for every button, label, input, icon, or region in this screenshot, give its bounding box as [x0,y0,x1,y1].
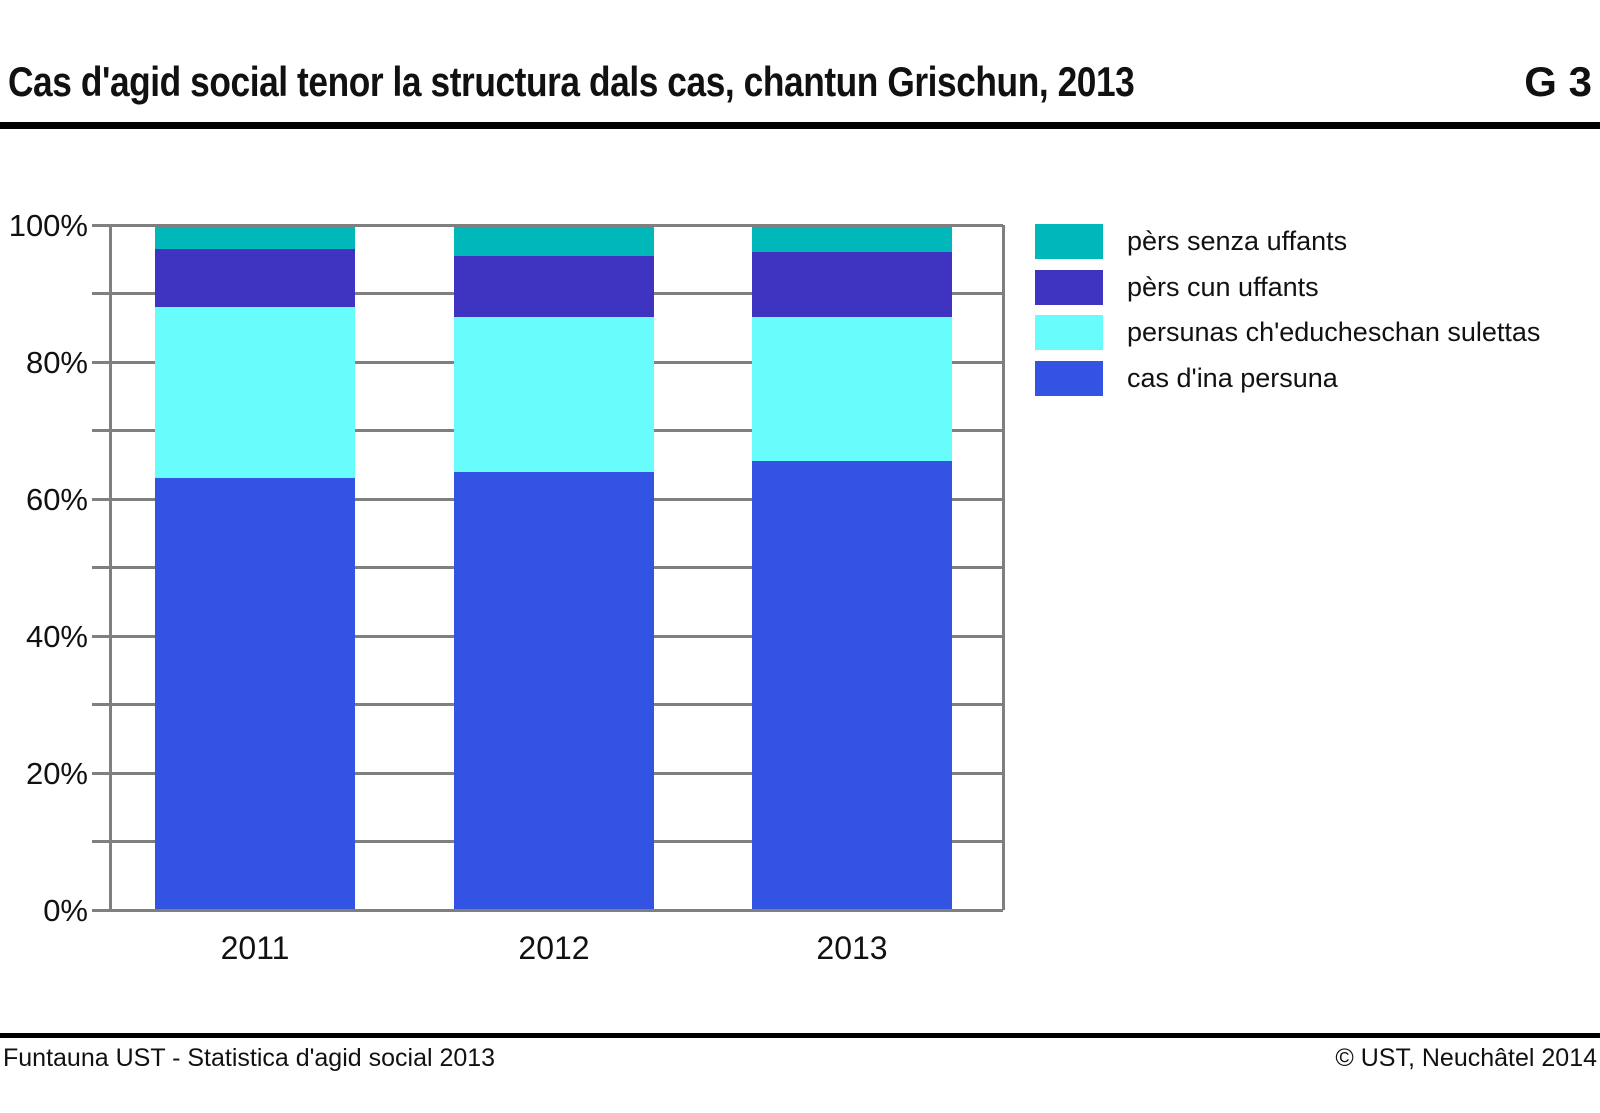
legend-swatch [1035,360,1103,396]
bar-segment [454,225,654,256]
chart-title: Cas d'agid social tenor la structura dal… [8,58,1135,105]
legend-swatch [1035,224,1103,259]
legend-label: persunas ch'educheschan sulettas [1127,317,1541,347]
legend-label: cas d'ina persuna [1127,362,1338,393]
bar-segment [155,248,355,308]
y-axis-label: 80% [25,345,88,380]
y-axis-label: 20% [25,756,88,791]
legend-item: pèrs cun uffants [1035,269,1540,305]
y-axis-label: 100% [8,208,88,243]
legend-item: pèrs senza uffants [1035,224,1540,259]
y-axis-label: 0% [43,893,88,928]
x-axis-label: 2013 [816,930,888,966]
y-axis-label: 60% [25,482,88,517]
bar-stack-2012 [454,225,654,910]
x-axis-label: 2011 [220,930,290,966]
plot-border-right [1001,225,1005,910]
bar-stack-2011 [155,225,355,910]
footer-source: Funtauna UST - Statistica d'agid social … [3,1044,496,1072]
bar-segment [752,225,952,253]
title-rule [0,122,1600,129]
y-axis-line [108,225,112,910]
bar-segment [155,225,355,249]
legend-item: persunas ch'educheschan sulettas [1035,315,1540,350]
bar-segment [454,317,654,472]
plot-border-top [92,223,1003,227]
bar-segment [155,478,355,910]
chart-tag: G 3 [1524,58,1592,105]
bar-segment [155,307,355,479]
legend-label: pèrs senza uffants [1127,226,1348,256]
bar-segment [752,317,952,462]
y-axis-label: 40% [25,619,88,654]
bar-stack-2013 [752,225,952,910]
bar-segment [752,252,952,318]
bar-segment [454,471,654,910]
bar-segment [752,461,952,910]
bar-segment [454,255,654,318]
legend-swatch [1035,315,1103,350]
plot-border-bottom [92,908,1003,912]
x-axis-label: 2012 [518,930,590,966]
legend-label: pèrs cun uffants [1127,271,1319,302]
footer-copyright: © UST, Neuchâtel 2014 [1335,1044,1597,1072]
legend-swatch [1035,269,1103,305]
legend-item: cas d'ina persuna [1035,360,1540,396]
footer-rule [0,1033,1600,1038]
legend: pèrs senza uffants pèrs cun uffants persun… [1035,224,1540,406]
